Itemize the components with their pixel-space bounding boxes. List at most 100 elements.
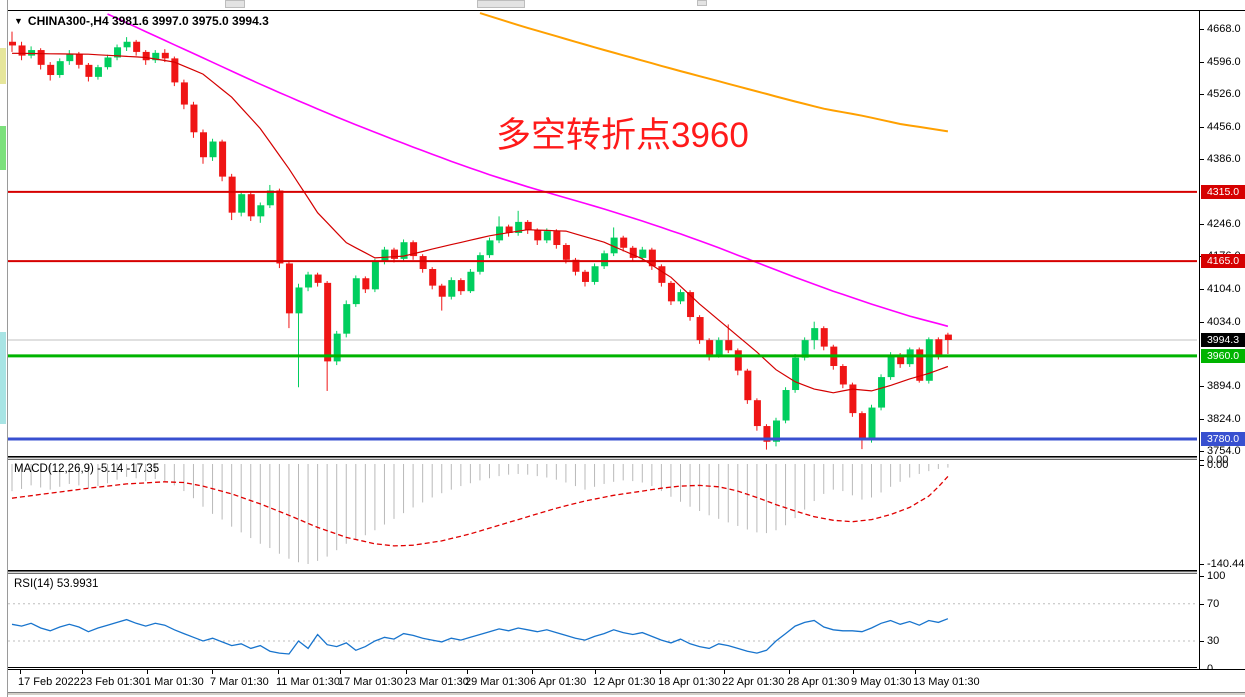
candle-up: [868, 407, 876, 440]
candle-down: [142, 51, 150, 61]
macd-pane[interactable]: [8, 460, 1197, 571]
macd-axis-label: 0.00: [1207, 459, 1229, 471]
top-strip-fragment: [697, 0, 707, 6]
candle-down: [706, 340, 714, 355]
price-axis-label: 4104.0: [1207, 283, 1241, 296]
candle-down: [438, 285, 446, 297]
candle-down: [75, 53, 83, 65]
candle-down: [37, 50, 45, 65]
candle-down: [753, 400, 761, 427]
candle-up: [94, 67, 102, 77]
time-axis-label: 13 May 01:30: [913, 676, 980, 688]
candle-up: [792, 357, 800, 391]
axis-tick: [1200, 126, 1204, 128]
ma-long-orange-line: [479, 12, 949, 133]
price-axis-label: 4386.0: [1207, 153, 1241, 166]
ma-slow-magenta-line: [107, 13, 949, 328]
time-tick: [20, 670, 21, 674]
axis-tick: [1200, 575, 1204, 577]
candle-down: [228, 176, 236, 213]
price-badge-3780.0: 3780.0: [1201, 431, 1245, 446]
candle-up: [352, 278, 360, 305]
candle-up: [476, 255, 484, 272]
candle-down: [190, 104, 198, 133]
price-axis-label: 4034.0: [1207, 315, 1241, 328]
candle-down: [620, 237, 628, 248]
time-axis-label: 22 Apr 01:30: [722, 676, 785, 688]
candle-down: [572, 259, 580, 272]
candle-down: [916, 349, 924, 381]
candle-down: [505, 226, 513, 233]
candle-up: [677, 292, 685, 302]
time-axis-label: 23 Feb 01:30: [80, 676, 145, 688]
time-tick: [82, 670, 83, 674]
candle-down: [219, 141, 227, 177]
axis-tick: [1200, 460, 1204, 461]
price-axis-label: 3824.0: [1207, 412, 1241, 425]
candle-down: [944, 334, 952, 340]
macd-histogram: [11, 464, 949, 564]
candle-down: [696, 317, 704, 341]
candle-down: [180, 82, 188, 105]
price-badge-3960.0: 3960.0: [1201, 348, 1245, 363]
axis-tick: [1200, 28, 1204, 30]
candle-up: [801, 340, 809, 358]
candle-down: [276, 190, 284, 264]
candle-up: [448, 280, 456, 297]
candle-up: [371, 261, 379, 290]
candle-up: [496, 226, 504, 241]
ma-fast-red-line: [11, 52, 949, 394]
candles: [9, 31, 952, 450]
top-strip-fragment: [477, 0, 525, 8]
top-strip-fragment: [225, 0, 245, 8]
candle-down: [562, 244, 570, 260]
axis-tick: [1200, 321, 1204, 323]
pane-separator[interactable]: [8, 571, 1197, 574]
candle-down: [133, 41, 141, 52]
candle-up: [486, 240, 494, 256]
time-axis-label: 11 Mar 01:30: [276, 676, 341, 688]
candle-up: [104, 57, 112, 68]
candle-down: [935, 339, 943, 357]
candle-down: [9, 41, 16, 46]
time-axis-label: 23 Mar 01:30: [404, 676, 469, 688]
candle-up: [56, 61, 64, 76]
left-strip-fragment-cyan: [0, 332, 6, 424]
candle-down: [725, 340, 733, 351]
candle-down: [362, 278, 370, 290]
macd-axis-label: 0.00: [1207, 454, 1229, 466]
axis-tick: [1200, 386, 1204, 388]
candle-down: [47, 64, 55, 76]
pane-separator[interactable]: [8, 457, 1197, 460]
main-price-chart[interactable]: [8, 11, 1197, 457]
candle-down: [391, 249, 398, 259]
left-strip-fragment-yellow: [0, 48, 6, 84]
time-axis-label: 17 Mar 01:30: [338, 676, 403, 688]
candle-up: [305, 274, 313, 288]
time-axis-label: 12 Apr 01:30: [593, 676, 656, 688]
time-axis-label: 1 Mar 01:30: [145, 676, 204, 688]
time-tick: [915, 670, 916, 674]
candle-up: [295, 287, 303, 314]
chart-dropdown-icon[interactable]: ▼: [14, 16, 23, 26]
candle-up: [543, 231, 551, 241]
top-window-strip: [8, 0, 1245, 10]
time-tick: [532, 670, 533, 674]
candle-down: [171, 58, 179, 83]
candle-up: [266, 190, 274, 206]
candle-up: [639, 249, 647, 258]
axis-tick: [1200, 603, 1204, 605]
time-tick: [789, 670, 790, 674]
axis-tick: [1200, 62, 1204, 64]
time-tick: [340, 670, 341, 674]
candle-down: [429, 269, 437, 286]
rsi-pane[interactable]: [8, 575, 1197, 668]
candle-down: [200, 132, 207, 158]
rsi-axis-label: 0: [1207, 663, 1213, 675]
time-axis-label: 18 Apr 01:30: [658, 676, 721, 688]
candle-down: [524, 221, 532, 231]
candle-up: [257, 205, 265, 217]
candle-up: [152, 52, 160, 61]
candle-up: [773, 420, 780, 442]
